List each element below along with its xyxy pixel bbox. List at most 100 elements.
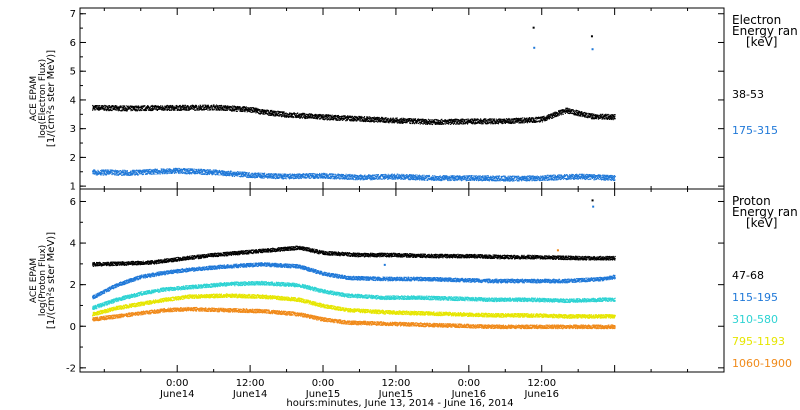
electron-data-point xyxy=(539,120,542,122)
electron-data-point xyxy=(401,118,404,120)
electron-data-point xyxy=(350,120,352,122)
electron-data-point xyxy=(129,108,131,110)
electron-data-point xyxy=(330,114,332,116)
electron-data-point xyxy=(133,108,135,110)
electron-data-point xyxy=(136,110,139,112)
electron-data-point xyxy=(94,170,96,172)
electron-data-point xyxy=(480,121,483,123)
electron-data-point xyxy=(245,108,247,110)
electron-data-point xyxy=(436,118,438,121)
electron-data-point xyxy=(122,105,124,107)
electron-data-point xyxy=(521,119,523,121)
electron-data-point xyxy=(478,119,480,121)
electron-data-point xyxy=(115,172,118,174)
electron-data-point xyxy=(143,173,145,175)
electron-data-point xyxy=(469,119,472,122)
electron-data-point xyxy=(114,170,116,172)
electron-data-point xyxy=(523,120,525,122)
electron-data-point xyxy=(510,118,512,120)
electron-data-point xyxy=(411,121,413,123)
electron-data-point xyxy=(117,171,119,173)
electron-data-point xyxy=(138,171,140,173)
electron-data-point xyxy=(109,109,111,111)
electron-data-point xyxy=(529,117,531,119)
electron-data-point xyxy=(176,106,178,108)
electron-data-point xyxy=(198,107,200,109)
electron-data-point xyxy=(190,106,192,108)
electron-data-point xyxy=(182,170,184,172)
electron-data-point xyxy=(123,172,125,174)
electron-data-point xyxy=(121,110,123,112)
electron-data-point xyxy=(111,170,113,172)
electron-data-point xyxy=(250,108,252,110)
electron-data-point xyxy=(511,120,513,122)
electron-data-point xyxy=(290,113,293,115)
electron-data-point xyxy=(169,172,171,175)
electron-data-point xyxy=(199,105,201,107)
electron-data-point xyxy=(194,105,196,107)
electron-data-point xyxy=(130,110,132,112)
electron-data-point xyxy=(500,118,502,120)
electron-data-point xyxy=(245,106,247,108)
electron-data-point xyxy=(243,110,245,112)
electron-data-point xyxy=(99,109,101,111)
electron-data-point xyxy=(326,114,328,116)
electron-data-point xyxy=(361,118,364,120)
electron-data-point xyxy=(471,120,473,122)
electron-data-point xyxy=(537,120,539,122)
electron-data-point xyxy=(528,119,530,121)
electron-data-point xyxy=(377,118,379,120)
electron-data-point xyxy=(303,116,305,118)
electron-data-point xyxy=(185,109,187,111)
electron-data-point xyxy=(542,117,545,119)
electron-data-point xyxy=(382,117,384,119)
electron-data-point xyxy=(554,115,556,118)
electron-data-point xyxy=(336,119,338,121)
electron-data-point xyxy=(585,116,587,118)
electron-data-point xyxy=(452,121,454,123)
electron-data-point xyxy=(577,115,579,117)
electron-data-point xyxy=(328,119,331,121)
electron-data-point xyxy=(280,114,282,116)
electron-data-point xyxy=(404,120,406,122)
electron-data-point xyxy=(496,120,498,122)
electron-data-point xyxy=(108,172,110,174)
electron-data-point xyxy=(255,112,257,114)
electron-data-point xyxy=(118,108,121,110)
electron-data-point xyxy=(286,114,288,116)
electron-data-point xyxy=(287,115,289,117)
electron-data-point xyxy=(413,122,415,124)
electron-data-point xyxy=(244,110,246,112)
electron-data-point xyxy=(115,171,117,173)
electron-data-point xyxy=(401,120,403,122)
electron-data-point xyxy=(236,107,238,109)
electron-data-point xyxy=(518,119,520,121)
electron-data-point xyxy=(373,118,375,120)
electron-data-point xyxy=(434,118,436,121)
electron-data-point xyxy=(536,118,538,120)
electron-data-point xyxy=(229,106,231,108)
electron-data-point xyxy=(329,117,331,119)
electron-data-point xyxy=(301,114,303,116)
electron-data-point xyxy=(141,108,144,110)
electron-data-point xyxy=(117,174,119,176)
electron-data-point xyxy=(463,119,465,121)
electron-data-point xyxy=(392,119,394,121)
electron-data-point xyxy=(304,116,306,118)
electron-data-point xyxy=(259,113,261,115)
electron-data-point xyxy=(524,117,526,119)
electron-data-point xyxy=(200,108,202,110)
electron-data-point xyxy=(104,106,106,109)
electron-data-point xyxy=(174,109,176,111)
electron-data-point xyxy=(573,110,575,112)
electron-data-point xyxy=(427,121,429,124)
electron-data-point xyxy=(171,105,174,107)
electron-data-point xyxy=(288,113,290,115)
electron-data-point xyxy=(228,107,230,109)
electron-data-point xyxy=(140,107,142,109)
electron-data-point xyxy=(335,116,337,118)
electron-data-point xyxy=(460,122,462,124)
electron-data-point xyxy=(447,119,449,121)
electron-data-point xyxy=(206,170,208,172)
electron-data-point xyxy=(267,111,269,113)
